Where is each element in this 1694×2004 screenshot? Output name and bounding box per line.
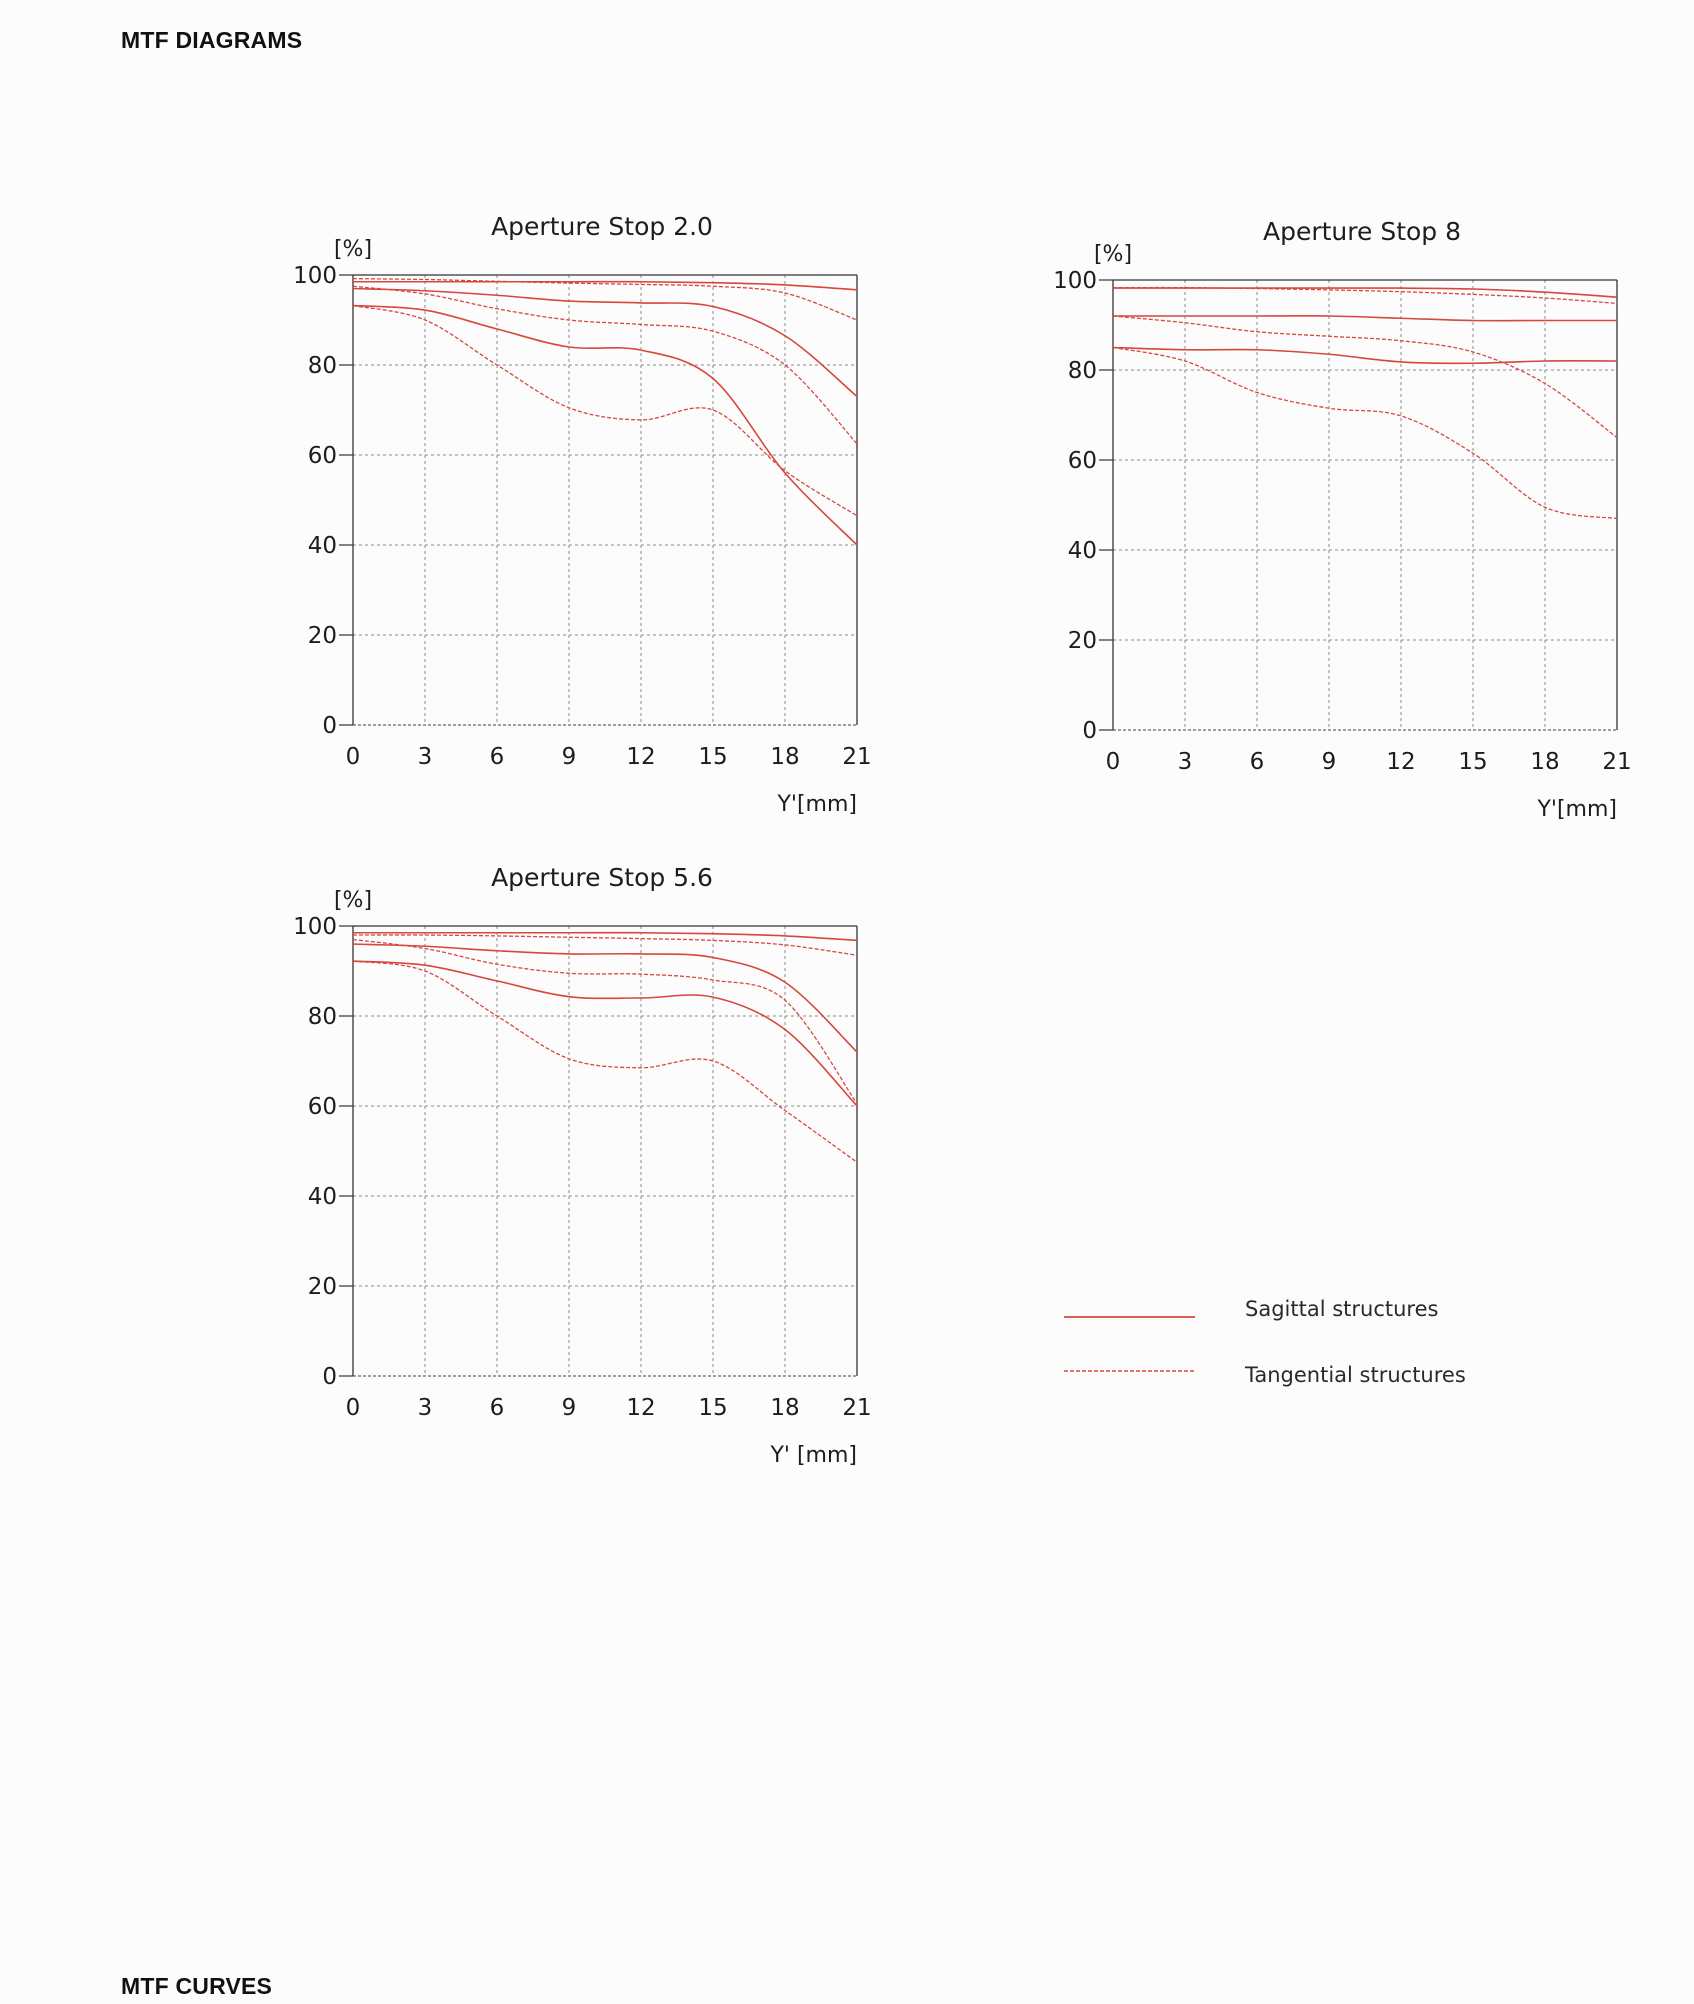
x-tick-label: 15	[698, 744, 727, 770]
sagittal-curve-4	[352, 304, 858, 546]
y-tick-label: 0	[1082, 718, 1097, 744]
y-tick-label: 80	[308, 353, 337, 379]
chart-title: Aperture Stop 8	[1263, 217, 1461, 246]
x-tick-label: 6	[1250, 749, 1265, 775]
x-tick-label: 9	[1322, 749, 1337, 775]
x-axis-title: Y' [mm]	[769, 1443, 857, 1468]
x-tick-label: 15	[1458, 749, 1487, 775]
legend-swatch-dashed	[1064, 1370, 1195, 1372]
x-tick-label: 6	[490, 1395, 505, 1421]
tangential-curve-3	[1112, 315, 1618, 439]
y-tick-label: 20	[308, 1274, 337, 1300]
x-tick-label: 3	[418, 1395, 433, 1421]
x-tick-label: 3	[1178, 749, 1193, 775]
legend-swatch-solid	[1064, 1316, 1195, 1318]
tangential-curve-5	[1112, 346, 1618, 520]
y-tick-label: 60	[308, 443, 337, 469]
x-tick-label: 18	[1530, 749, 1559, 775]
legend-item-sagittal: Sagittal structures	[1064, 1297, 1484, 1327]
section-heading-mtf-curves: MTF CURVES	[121, 1973, 273, 1999]
sagittal-curve-4	[1112, 346, 1618, 365]
x-tick-label: 21	[842, 744, 871, 770]
tangential-curve-1	[352, 277, 858, 321]
tangential-curve-1	[352, 934, 858, 956]
y-tick-label: 20	[308, 623, 337, 649]
tangential-curve-5	[352, 960, 858, 1163]
tangential-curve-3	[352, 938, 858, 1105]
legend-item-tangential: Tangential structures	[1064, 1363, 1484, 1393]
x-tick-label: 21	[1602, 749, 1631, 775]
y-tick-label: 40	[1068, 538, 1097, 564]
y-tick-label: 60	[308, 1094, 337, 1120]
mtf-chart-aperture-5-6: Aperture Stop 5.6 [%] 0 20 40 60 80 100 0 3 6 9 12 15…	[293, 863, 872, 1468]
x-tick-label: 0	[346, 1395, 361, 1421]
y-tick-label: 100	[1053, 268, 1097, 294]
x-tick-label: 15	[698, 1395, 727, 1421]
x-axis-title: Y'[mm]	[776, 792, 857, 817]
sagittal-curve-4	[352, 960, 858, 1107]
x-tick-label: 9	[562, 1395, 577, 1421]
x-axis-title: Y'[mm]	[1536, 797, 1617, 822]
sagittal-curve-2	[352, 287, 858, 398]
y-axis-unit: [%]	[1094, 242, 1132, 267]
y-tick-label: 100	[293, 914, 337, 940]
y-axis-unit: [%]	[334, 888, 372, 913]
y-tick-label: 0	[322, 713, 337, 739]
x-tick-label: 12	[1386, 749, 1415, 775]
x-tick-label: 18	[770, 1395, 799, 1421]
sagittal-curve-0	[352, 280, 858, 291]
x-tick-label: 12	[626, 1395, 655, 1421]
x-tick-label: 6	[490, 744, 505, 770]
y-tick-label: 80	[1068, 358, 1097, 384]
sagittal-curve-2	[1113, 315, 1617, 322]
x-tick-label: 18	[770, 744, 799, 770]
sagittal-curve-0	[352, 931, 858, 942]
tangential-curve-1	[1112, 286, 1618, 305]
x-tick-label: 12	[626, 744, 655, 770]
x-tick-label: 0	[346, 744, 361, 770]
x-tick-label: 0	[1106, 749, 1121, 775]
section-heading-mtf-diagrams: MTF DIAGRAMS	[121, 27, 303, 53]
chart-title: Aperture Stop 2.0	[491, 212, 713, 241]
y-tick-label: 40	[308, 1184, 337, 1210]
mtf-chart-aperture-2-0: Aperture Stop 2.0 [%] 0 20 40 60 80 100 0 3 6 9 12 15…	[293, 212, 872, 817]
legend-label-tangential: Tangential structures	[1245, 1363, 1466, 1387]
x-tick-label: 3	[418, 744, 433, 770]
y-tick-label: 40	[308, 533, 337, 559]
y-tick-label: 20	[1068, 628, 1097, 654]
y-tick-label: 80	[308, 1004, 337, 1030]
sagittal-curve-0	[1113, 287, 1618, 298]
x-tick-label: 9	[562, 744, 577, 770]
mtf-chart-aperture-8: Aperture Stop 8 [%] 0 20 40 60 80 100 0 3 6 9 12 15 18…	[1053, 217, 1632, 822]
y-tick-label: 0	[322, 1364, 337, 1390]
y-tick-label: 100	[293, 263, 337, 289]
tangential-curve-3	[352, 285, 858, 445]
chart-title: Aperture Stop 5.6	[491, 863, 713, 892]
legend: Sagittal structures Tangential structure…	[1064, 1297, 1484, 1407]
legend-label-sagittal: Sagittal structures	[1245, 1297, 1439, 1321]
sagittal-curve-2	[352, 943, 858, 1053]
y-axis-unit: [%]	[334, 237, 372, 262]
x-tick-label: 21	[842, 1395, 871, 1421]
y-tick-label: 60	[1068, 448, 1097, 474]
tangential-curve-5	[352, 304, 858, 517]
